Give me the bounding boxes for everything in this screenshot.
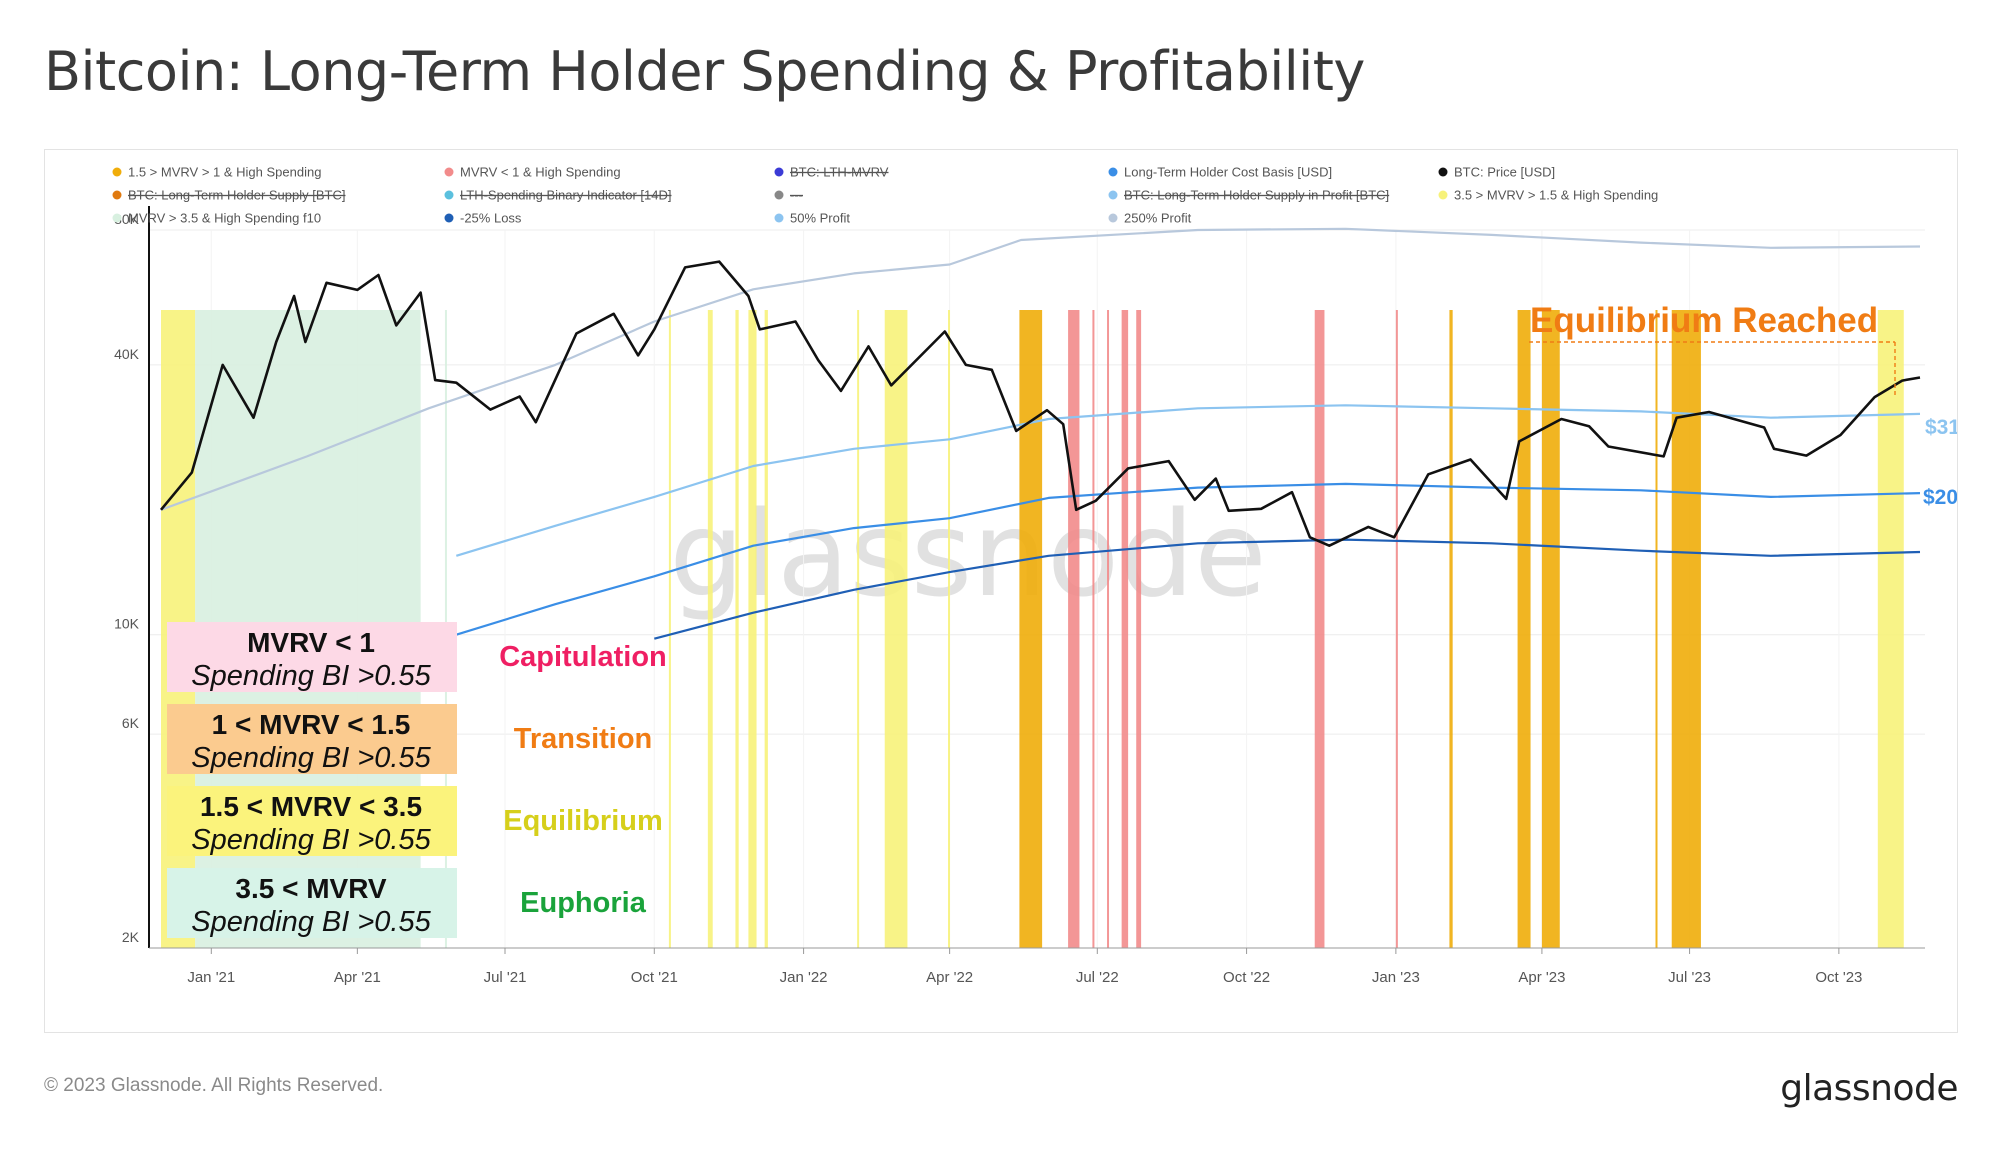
- x-tick-label: Jul '22: [1076, 969, 1119, 986]
- legend-label: 3.5 > MVRV > 1.5 & High Spending: [1454, 188, 1658, 203]
- spending-band: [1449, 310, 1453, 948]
- x-tick-label: Jul '23: [1668, 969, 1711, 986]
- series-line: [455, 482, 1921, 636]
- copyright: © 2023 Glassnode. All Rights Reserved.: [44, 1075, 384, 1096]
- y-tick-label: 80K: [114, 211, 140, 227]
- y-tick-label: 40K: [114, 346, 140, 362]
- regime-subtitle: Spending BI >0.55: [191, 824, 431, 856]
- glassnode-logo: glassnode: [1780, 1068, 1958, 1109]
- series-line: [455, 404, 1921, 557]
- legend-marker: [112, 167, 122, 177]
- spending-band: [748, 310, 757, 948]
- legend-label: -25% Loss: [460, 211, 522, 226]
- spending-band: [857, 310, 860, 948]
- legend-marker: [1438, 190, 1448, 200]
- regime-box: [167, 622, 457, 692]
- spending-band: [884, 310, 908, 948]
- legend-label: LTH-Spending Binary Indicator [14D]: [460, 188, 671, 203]
- y-tick-label: 2K: [122, 929, 140, 945]
- regime-name: Equilibrium: [503, 805, 663, 837]
- spending-band: [735, 310, 739, 948]
- spending-band: [1671, 310, 1701, 948]
- spending-band: [1517, 310, 1531, 948]
- legend-label: MVRV < 1 & High Spending: [460, 165, 621, 180]
- regime-name: Capitulation: [499, 641, 667, 673]
- regime-box: [167, 868, 457, 938]
- spending-band: [668, 310, 671, 948]
- equilibrium-annotation: Equilibrium Reached: [1530, 301, 1878, 340]
- legend-marker: [1108, 167, 1118, 177]
- x-tick-label: Jan '23: [1372, 969, 1420, 986]
- regime-name: Euphoria: [520, 887, 647, 919]
- legend-label: BTC: LTH-MVRV: [790, 165, 889, 180]
- legend-label: MVRV > 3.5 & High Spending f10: [128, 211, 321, 226]
- x-tick-label: Apr '22: [926, 969, 973, 986]
- cost-basis-label: $31.1k: [1925, 416, 1957, 439]
- spending-band: [1541, 310, 1560, 948]
- legend-marker: [774, 190, 784, 200]
- spending-band: [1136, 310, 1142, 948]
- legend-marker: [444, 213, 454, 223]
- legend-marker: [112, 213, 122, 223]
- spending-band: [764, 310, 768, 948]
- series-line: [159, 260, 1921, 548]
- regime-subtitle: Spending BI >0.55: [191, 660, 431, 692]
- legend-label: BTC: Long-Term Holder Supply [BTC]: [128, 188, 345, 203]
- x-tick-label: Oct '22: [1223, 969, 1270, 986]
- regime-subtitle: Spending BI >0.55: [191, 742, 431, 774]
- spending-band: [1121, 310, 1129, 948]
- spending-band: [948, 310, 951, 948]
- regime-box: [167, 786, 457, 856]
- chart-frame: glassnode 2K 6K 10K 40K 80K Jan '21 Apr '21 Jul…: [44, 149, 1958, 1033]
- x-tick-label: Oct '23: [1815, 969, 1862, 986]
- regime-title: 1 < MVRV < 1.5: [212, 709, 411, 740]
- loss-label: $20.7k: [1923, 486, 1957, 509]
- legend-label: BTC: Long-Term Holder Supply in Profit […: [1124, 188, 1389, 203]
- spending-band: [1068, 310, 1080, 948]
- spending-band: [1092, 310, 1095, 948]
- watermark: glassnode: [669, 485, 1266, 623]
- legend-marker: [774, 167, 784, 177]
- legend-marker: [444, 190, 454, 200]
- chart: glassnode 2K 6K 10K 40K 80K Jan '21 Apr '21 Jul…: [112, 165, 1957, 986]
- x-tick-label: Jan '22: [780, 969, 828, 986]
- x-tick-label: Jul '21: [484, 969, 527, 986]
- y-tick-label: 10K: [114, 616, 140, 632]
- spending-band: [1877, 310, 1904, 948]
- legend-label: Long-Term Holder Cost Basis [USD]: [1124, 165, 1332, 180]
- spending-band: [1395, 310, 1398, 948]
- series-line: [654, 538, 1921, 640]
- spending-band: [1019, 310, 1043, 948]
- x-tick-label: Apr '23: [1518, 969, 1565, 986]
- x-tick-label: Jan '21: [187, 969, 235, 986]
- regime-title: MVRV < 1: [247, 627, 375, 658]
- legend-label: 50% Profit: [790, 211, 850, 226]
- regime-title: 1.5 < MVRV < 3.5: [200, 791, 422, 822]
- legend-label: 250% Profit: [1124, 211, 1192, 226]
- legend-label: 1.5 > MVRV > 1 & High Spending: [128, 165, 321, 180]
- legend-marker: [444, 167, 454, 177]
- spending-band: [1107, 310, 1110, 948]
- legend-label: ---: [790, 188, 803, 203]
- spending-band: [1655, 310, 1658, 948]
- legend-label: BTC: Price [USD]: [1454, 165, 1555, 180]
- legend-marker: [112, 190, 122, 200]
- regime-subtitle: Spending BI >0.55: [191, 906, 431, 938]
- regime-box: [167, 704, 457, 774]
- regime-name: Transition: [514, 723, 653, 755]
- x-tick-label: Oct '21: [631, 969, 678, 986]
- legend-marker: [774, 213, 784, 223]
- legend-marker: [1108, 213, 1118, 223]
- page-title: Bitcoin: Long-Term Holder Spending & Pro…: [44, 40, 1365, 103]
- spending-band: [1314, 310, 1325, 948]
- regime-title: 3.5 < MVRV: [235, 873, 387, 904]
- y-tick-label: 6K: [122, 715, 140, 731]
- legend-marker: [1438, 167, 1448, 177]
- x-tick-label: Apr '21: [334, 969, 381, 986]
- legend-marker: [1108, 190, 1118, 200]
- spending-band: [707, 310, 713, 948]
